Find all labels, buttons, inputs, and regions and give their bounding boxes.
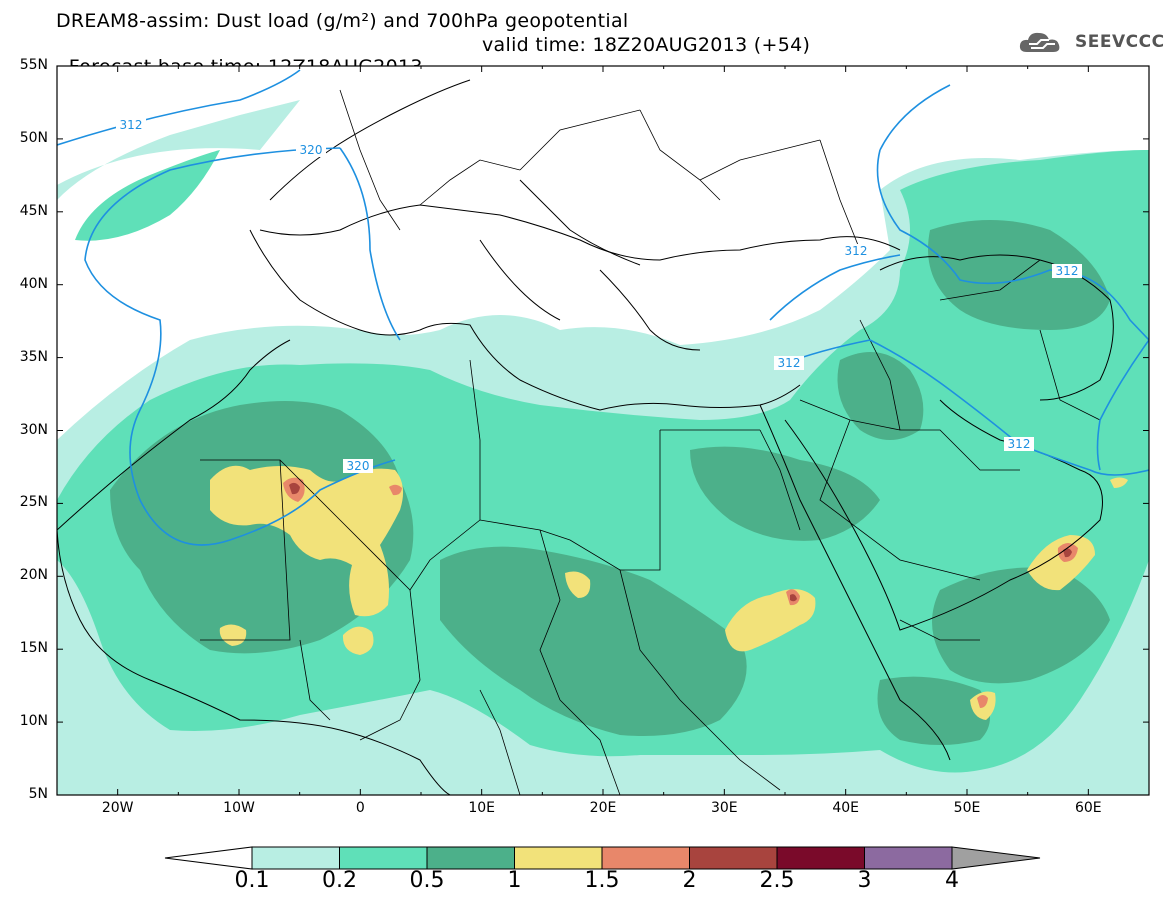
colorbar-segment (164, 846, 253, 870)
dust-level-1 (210, 465, 1128, 720)
axis-ticks (56, 65, 1150, 796)
lon-label: 20E (589, 800, 617, 816)
colorbar-label: 4 (945, 868, 959, 893)
colorbar-label: 2 (682, 868, 697, 893)
colorbar-segment (251, 846, 340, 870)
lat-label: 55N (19, 57, 48, 73)
lon-label: 10W (223, 800, 255, 816)
colorbar-segment (776, 846, 865, 870)
lat-label: 10N (19, 713, 48, 730)
colorbar-segment (426, 846, 515, 870)
colorbar-label: 1.5 (584, 868, 620, 893)
colorbar-segment (339, 846, 428, 870)
lat-label: 15N (19, 640, 48, 657)
borders (200, 89, 1101, 795)
lat-label: 50N (19, 129, 48, 146)
contour-label: 312 (1056, 264, 1079, 278)
contour-label: 312 (778, 356, 801, 370)
lat-label: 25N (19, 494, 48, 511)
colorbar-label: 0.1 (234, 868, 270, 893)
lat-label: 40N (19, 275, 48, 292)
colorbar-label: 1 (507, 868, 522, 893)
contour-labels: 312 320 312 312 312 320 312 (116, 118, 1082, 473)
logo: SEEVCCC (1017, 28, 1165, 56)
lon-label: 30E (710, 800, 738, 816)
colorbar-label: 2.5 (759, 868, 795, 893)
colorbar-label: 3 (857, 868, 872, 893)
coastlines (57, 79, 1114, 795)
contour-label: 312 (120, 118, 143, 132)
colorbar-label: 0.2 (322, 868, 357, 893)
contour-label: 312 (1008, 437, 1031, 451)
lon-label: 10E (468, 800, 495, 816)
colorbar-segment (864, 846, 953, 870)
lat-label: 30N (19, 421, 48, 438)
lon-label: 60E (1074, 800, 1102, 816)
lat-label: 35N (19, 348, 48, 365)
lat-label: 5N (28, 786, 48, 802)
lon-label: 40E (832, 800, 859, 816)
contour-label: 320 (347, 459, 370, 473)
geopotential-contours (57, 69, 1149, 546)
logo-text: SEEVCCC (1075, 32, 1165, 52)
colorbar-segment (601, 846, 690, 870)
map-title: DREAM8-assim: Dust load (g/m²) and 700hP… (56, 10, 629, 32)
contour-label: 312 (845, 244, 868, 258)
valid-time: valid time: 18Z20AUG2013 (+54) (482, 34, 811, 56)
contour-label: 320 (300, 143, 323, 157)
lon-label: 0 (355, 800, 365, 816)
dust-level-2 (289, 482, 1072, 602)
colorbar-label: 0.5 (409, 868, 445, 893)
colorbar-segment (689, 846, 778, 870)
lon-label: 20W (101, 800, 134, 816)
colorbar-segment (514, 846, 603, 870)
lat-label: 20N (19, 567, 48, 584)
colorbar-segment (951, 846, 1041, 870)
lon-label: 50E (953, 800, 981, 816)
cloud-logo-icon (1019, 32, 1060, 52)
lat-label: 45N (19, 202, 48, 219)
